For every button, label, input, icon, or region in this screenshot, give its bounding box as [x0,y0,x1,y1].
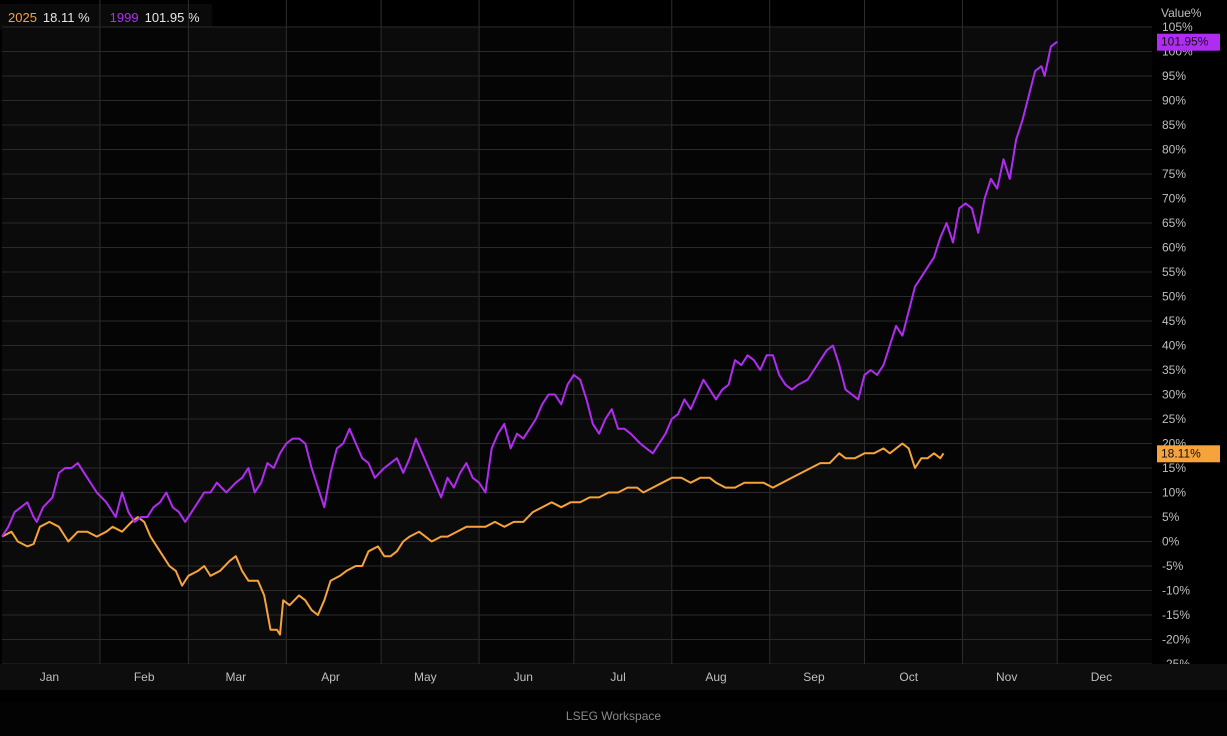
end-tag-label: 101.95% [1161,35,1209,49]
x-tick-label: Dec [1091,670,1112,684]
y-tick-label: -10% [1162,584,1190,598]
y-tick-label: 0% [1162,535,1180,549]
legend-series-name: 1999 [109,9,139,25]
y-tick-label: -5% [1162,559,1184,573]
y-tick-label: 30% [1162,388,1186,402]
x-tick-label: Jun [514,670,533,684]
y-tick-label: 55% [1162,265,1186,279]
legend-item-2025[interactable]: 2025 18.11 % [0,10,102,25]
x-tick-label: Jan [40,670,59,684]
x-tick-label: Apr [321,670,340,684]
x-tick-label: Oct [899,670,918,684]
series-line-1999[interactable] [1,40,1058,538]
y-tick-label: 25% [1162,412,1186,426]
x-tick-label: Feb [134,670,155,684]
y-tick-label: 5% [1162,510,1180,524]
legend-item-1999[interactable]: 1999 101.95 % [102,10,212,25]
y-tick-label: 80% [1162,143,1186,157]
y-tick-label: 75% [1162,167,1186,181]
y-tick-label: 105% [1162,20,1193,34]
y-tick-label: 45% [1162,314,1186,328]
chart-legend: 2025 18.11 % 1999 101.95 % [0,4,212,30]
x-tick-label: Aug [705,670,726,684]
y-tick-label: 85% [1162,118,1186,132]
x-tick-label: May [414,670,437,684]
y-tick-label: 50% [1162,290,1186,304]
legend-series-name: 2025 [8,9,37,25]
end-tag-label: 18.11% [1161,446,1201,460]
x-axis: Jan Feb Mar Apr May Jun Jul Aug Sep Oct Nov Dec [0,664,1227,690]
y-tick-label: 40% [1162,339,1186,353]
y-axis-unit-label: Value% [1161,6,1202,20]
end-value-tags: 18.11% 101.95% [1157,33,1220,463]
x-tick-label: Mar [225,670,246,684]
x-axis-band [0,664,1227,690]
y-tick-label: 35% [1162,363,1186,377]
y-tick-label: 10% [1162,486,1186,500]
y-tick-label: 70% [1162,192,1186,206]
y-tick-label: 60% [1162,241,1186,255]
y-tick-label: -15% [1162,608,1190,622]
y-axis: Value% 105%100%95%90%85%80%75%70%65%60%5… [1161,6,1202,671]
end-tag-1999 [1157,33,1220,51]
series-lines[interactable] [1,40,1058,636]
x-tick-label: Jul [610,670,625,684]
y-tick-label: 95% [1162,69,1186,83]
legend-series-value: 18.11 % [42,9,90,25]
y-tick-label: 90% [1162,94,1186,108]
line-chart[interactable]: Value% 105%100%95%90%85%80%75%70%65%60%5… [0,0,1227,702]
series-line-2025[interactable] [1,442,945,636]
x-tick-label: Sep [803,670,825,684]
y-tick-label: -20% [1162,633,1190,647]
end-tag-2025 [1157,445,1220,463]
footer-brand: LSEG Workspace [0,702,1227,736]
y-tick-label: 65% [1162,216,1186,230]
x-tick-label: Nov [996,670,1017,684]
legend-series-value: 101.95 % [144,9,200,25]
y-tick-label: 15% [1162,461,1186,475]
